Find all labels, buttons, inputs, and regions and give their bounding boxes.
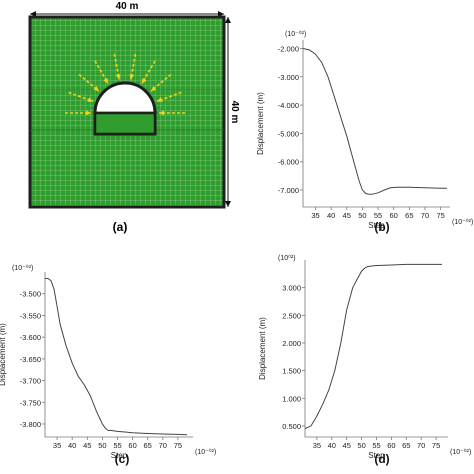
- chart-d: 0.500 1.000 1.500 2.000 2.500 3.000 35 40 45 50 55…: [258, 254, 471, 466]
- y-tick-label: -2.000: [278, 44, 299, 53]
- y-tick-label: 0.500: [282, 422, 301, 431]
- x-tick-label: 75: [432, 441, 440, 450]
- width-label: 40 m: [116, 1, 139, 12]
- x-tick-label: 35: [53, 441, 61, 450]
- y-tick-label: -3.700: [20, 377, 41, 386]
- y-multiplier: (10⁻⁰²): [12, 264, 33, 272]
- x-tick-label: 50: [98, 441, 106, 450]
- x-multiplier: (10⁻⁰²): [452, 218, 473, 226]
- y-tick-label: 3.000: [282, 284, 301, 293]
- x-tick-label: 45: [343, 211, 351, 220]
- x-tick-label: 65: [402, 441, 410, 450]
- load-arrow-head: [156, 97, 163, 103]
- x-tick-label: 50: [358, 211, 366, 220]
- x-tick-label: 55: [113, 441, 121, 450]
- load-arrow-head: [159, 110, 164, 116]
- chart-c: -3.500 -3.550 -3.600 -3.650 -3.700 -3.750 -3.8…: [0, 264, 216, 466]
- x-tick-label: 50: [357, 441, 365, 450]
- y-tick-label: 1.000: [282, 394, 301, 403]
- load-arrow-head: [86, 110, 91, 116]
- x-tick-label: 45: [343, 441, 351, 450]
- height-label: 40 m: [229, 101, 240, 124]
- x-axis-label: Step: [368, 451, 385, 460]
- x-tick-label: 60: [128, 441, 136, 450]
- series-line: [304, 263, 442, 430]
- y-tick-label: -3.800: [20, 420, 41, 429]
- y-axis-label: Displacement (m): [256, 92, 265, 155]
- y-tick-label: -3.750: [20, 398, 41, 407]
- y-tick-label: -7.000: [278, 186, 299, 195]
- y-multiplier: (10⁰²): [278, 254, 296, 262]
- y-tick-label: 1.500: [282, 367, 301, 376]
- y-tick-label: -4.000: [278, 101, 299, 110]
- x-tick-label: 55: [374, 211, 382, 220]
- y-tick-label: -6.000: [278, 158, 299, 167]
- x-tick-label: 40: [327, 211, 335, 220]
- height-arrow-bottom: [225, 201, 231, 207]
- panel-label: (d): [374, 452, 389, 466]
- load-arrow-head: [129, 74, 135, 80]
- y-tick-label: -3.500: [20, 290, 41, 299]
- model-border: [28, 15, 226, 209]
- x-tick-label: 75: [436, 211, 444, 220]
- x-tick-label: 70: [421, 211, 429, 220]
- panel-label: (c): [115, 452, 130, 466]
- x-multiplier: (10⁻⁰²): [195, 448, 216, 456]
- panel-a-label: (a): [113, 220, 128, 234]
- series-line: [302, 48, 447, 195]
- x-tick-label: 35: [311, 211, 319, 220]
- x-tick-label: 60: [387, 441, 395, 450]
- series-line: [45, 278, 188, 436]
- x-tick-label: 55: [372, 441, 380, 450]
- x-axis-label: Step: [111, 451, 128, 460]
- y-tick-label: -3.550: [20, 311, 41, 320]
- x-tick-label: 35: [313, 441, 321, 450]
- y-axis-label: Displacement (m): [0, 323, 7, 386]
- y-tick-label: -3.650: [20, 355, 41, 364]
- height-arrow-top: [225, 17, 231, 23]
- y-tick-label: 2.500: [282, 311, 301, 320]
- x-tick-label: 40: [328, 441, 336, 450]
- x-tick-label: 40: [68, 441, 76, 450]
- load-arrows: [65, 53, 185, 116]
- panel-a-tunnel-model: 40 m 40 m (a): [28, 1, 240, 234]
- y-tick-label: -3.600: [20, 333, 41, 342]
- y-tick-label: 2.000: [282, 339, 301, 348]
- x-tick-label: 65: [405, 211, 413, 220]
- chart-b: -2.000 -3.000 -4.000 -5.000 -6.000 -7.000 35 40…: [256, 30, 473, 234]
- load-arrow-head: [142, 77, 147, 84]
- y-tick-label: -5.000: [278, 129, 299, 138]
- x-tick-label: 65: [144, 441, 152, 450]
- tunnel-lower-bench: [93, 111, 157, 136]
- load-arrow-head: [151, 86, 157, 92]
- x-axis-label: Step: [368, 221, 385, 230]
- panel-label: (b): [374, 220, 389, 234]
- load-arrow-head: [87, 97, 94, 103]
- x-tick-label: 70: [159, 441, 167, 450]
- y-tick-label: -3.000: [278, 73, 299, 82]
- x-multiplier: (10⁻⁰²): [450, 448, 471, 456]
- y-multiplier: (10⁻⁰²): [285, 30, 306, 38]
- x-tick-label: 60: [390, 211, 398, 220]
- x-tick-label: 45: [83, 441, 91, 450]
- load-arrow-head: [115, 74, 121, 80]
- y-axis-label: Displacement (m): [258, 317, 267, 380]
- load-arrow-head: [103, 77, 108, 84]
- x-tick-label: 75: [174, 441, 182, 450]
- x-tick-label: 70: [417, 441, 425, 450]
- load-arrow-head: [93, 86, 99, 92]
